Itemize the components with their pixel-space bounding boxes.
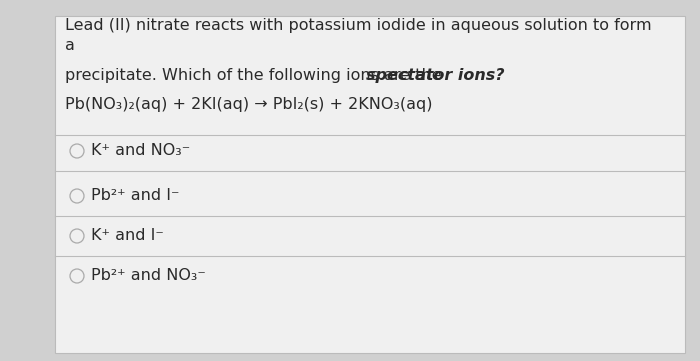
Text: spectator ions?: spectator ions? [366, 68, 505, 83]
Text: K⁺ and I⁻: K⁺ and I⁻ [91, 228, 164, 243]
Text: Pb²⁺ and I⁻: Pb²⁺ and I⁻ [91, 188, 179, 203]
Text: a: a [65, 38, 75, 53]
Text: precipitate. Which of the following ions are the: precipitate. Which of the following ions… [65, 68, 447, 83]
Text: Pb(NO₃)₂(aq) + 2KI(aq) → PbI₂(s) + 2KNO₃(aq): Pb(NO₃)₂(aq) + 2KI(aq) → PbI₂(s) + 2KNO₃… [65, 97, 433, 112]
Text: K⁺ and NO₃⁻: K⁺ and NO₃⁻ [91, 143, 190, 158]
Text: Pb²⁺ and NO₃⁻: Pb²⁺ and NO₃⁻ [91, 268, 206, 283]
FancyBboxPatch shape [55, 16, 685, 353]
Text: Lead (II) nitrate reacts with potassium iodide in aqueous solution to form: Lead (II) nitrate reacts with potassium … [65, 18, 652, 33]
